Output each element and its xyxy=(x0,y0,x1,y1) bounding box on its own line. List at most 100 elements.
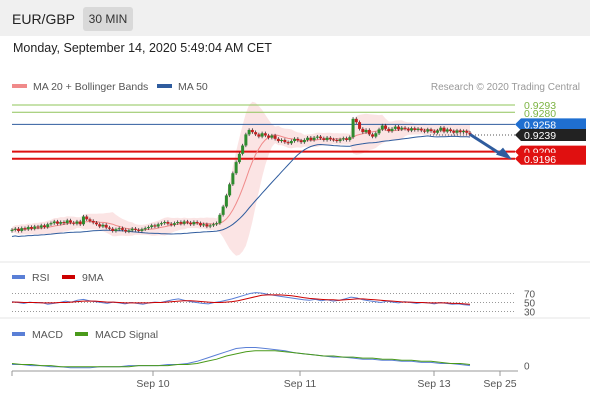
legend-label: RSI xyxy=(32,272,50,284)
candle-body xyxy=(111,228,115,231)
candle-body xyxy=(104,224,108,228)
candle-body xyxy=(62,222,66,224)
candle-body xyxy=(185,221,189,223)
candle-body xyxy=(413,128,417,130)
x-tick-label: Sep 25 xyxy=(483,378,516,390)
candle-body xyxy=(231,173,235,185)
rsi-line xyxy=(11,292,471,306)
candle-body xyxy=(403,127,407,129)
candle-body xyxy=(166,222,170,224)
candle-body xyxy=(81,216,85,225)
timeframe-button[interactable]: 30 MIN xyxy=(83,7,133,31)
candle-body xyxy=(374,133,378,137)
candle-body xyxy=(309,137,313,140)
candle-body xyxy=(88,219,92,221)
candle-body xyxy=(293,138,297,142)
price-tag xyxy=(515,128,586,141)
price-label: 0.9196 xyxy=(524,154,556,166)
x-tick-label: Sep 13 xyxy=(417,378,450,390)
header-bar: EUR/GBP 30 MIN xyxy=(0,0,590,36)
candle-body xyxy=(101,224,105,227)
candle-body xyxy=(198,223,202,226)
price-tag xyxy=(515,152,586,165)
candle-body xyxy=(133,228,137,230)
candle-body xyxy=(176,222,180,224)
candle-body xyxy=(468,132,472,135)
candle-body xyxy=(345,138,349,140)
legend-label: MA 20 + Bollinger Bands xyxy=(33,81,148,93)
candle-body xyxy=(283,139,287,143)
candle-body xyxy=(289,141,293,144)
candle-body xyxy=(72,222,76,224)
candle-body xyxy=(319,136,323,139)
ma20-line xyxy=(11,128,471,231)
candle-body xyxy=(377,129,381,134)
price-label: 0.9239 xyxy=(524,130,556,142)
candle-body xyxy=(189,222,193,225)
x-tick-label: Sep 11 xyxy=(284,378,317,390)
candle-body xyxy=(247,129,251,135)
candle-body xyxy=(156,224,160,227)
candle-body xyxy=(325,137,329,140)
candle-body xyxy=(192,222,196,225)
candle-body xyxy=(20,228,24,231)
candle-body xyxy=(146,227,150,229)
candle-body xyxy=(195,222,199,224)
candle-body xyxy=(215,223,219,225)
legend-swatch xyxy=(75,332,88,336)
candle-body xyxy=(276,138,280,142)
candle-body xyxy=(361,128,365,133)
candle-body xyxy=(257,134,261,137)
candle-body xyxy=(254,132,258,135)
candle-body xyxy=(10,229,14,231)
candle-body xyxy=(423,130,427,132)
candle-body xyxy=(263,133,267,136)
candle-body xyxy=(270,135,274,138)
rsi-level-label: 30 xyxy=(524,308,536,319)
candle-body xyxy=(406,128,410,131)
candle-body xyxy=(397,126,401,130)
candle-body xyxy=(36,226,40,228)
candle-body xyxy=(250,129,254,133)
candle-body xyxy=(315,136,319,138)
candle-body xyxy=(364,129,368,133)
candle-body xyxy=(338,139,342,142)
candle-body xyxy=(358,122,362,129)
rsi-level-label: 70 xyxy=(524,290,536,301)
candle-body xyxy=(351,118,355,138)
candle-body xyxy=(436,130,440,133)
ma50-line xyxy=(11,135,471,238)
rsi-level-label: 50 xyxy=(524,299,536,310)
candle-body xyxy=(442,127,446,132)
candle-body xyxy=(29,227,33,229)
candle-body xyxy=(306,137,310,140)
legend-swatch xyxy=(12,332,25,336)
candle-body xyxy=(280,139,284,142)
candle-body xyxy=(163,222,167,224)
price-label: 0.9280 xyxy=(524,108,556,120)
macd-signal-line xyxy=(11,350,471,368)
candle-body xyxy=(299,140,303,143)
candle-body xyxy=(367,129,371,135)
candle-body xyxy=(107,227,111,229)
candle-body xyxy=(55,221,59,224)
bollinger-band xyxy=(12,101,470,256)
candle-body xyxy=(234,162,238,174)
legend-label: 9MA xyxy=(82,272,104,284)
symbol-label: EUR/GBP xyxy=(12,11,76,27)
candle-body xyxy=(260,133,264,137)
candle-body xyxy=(120,228,124,230)
candle-body xyxy=(49,223,53,225)
candle-body xyxy=(241,145,245,154)
candle-body xyxy=(244,134,248,146)
candle-body xyxy=(390,128,394,132)
candle-body xyxy=(426,129,430,132)
candle-body xyxy=(150,225,154,228)
candle-body xyxy=(228,184,232,196)
candle-body xyxy=(26,227,30,230)
candle-body xyxy=(140,229,144,231)
candle-body xyxy=(449,129,453,132)
candle-body xyxy=(296,138,300,141)
candle-body xyxy=(16,228,20,231)
